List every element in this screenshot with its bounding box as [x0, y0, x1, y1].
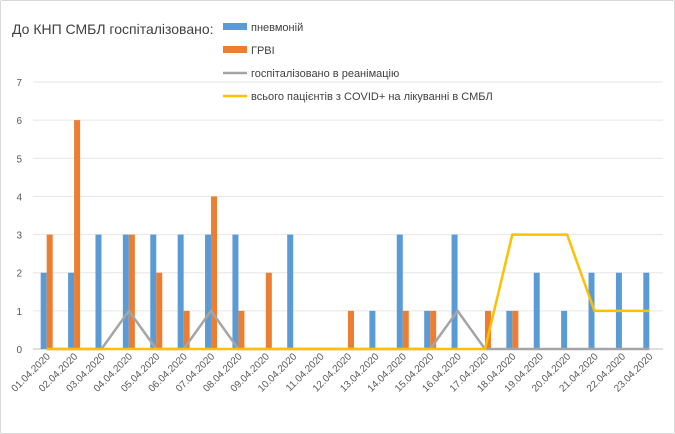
bar	[150, 234, 157, 349]
bar	[402, 310, 409, 349]
bar	[68, 272, 75, 349]
legend-label: госпіталізовано в реанімацію	[251, 68, 399, 80]
bar	[287, 234, 294, 349]
y-tick-label: 1	[16, 307, 22, 318]
bar	[533, 272, 540, 349]
y-tick-label: 2	[16, 269, 22, 280]
legend-swatch	[223, 23, 247, 30]
series-line	[46, 233, 650, 351]
bar	[238, 310, 245, 349]
bar	[232, 234, 239, 349]
bar	[430, 310, 437, 349]
bar	[122, 234, 129, 349]
y-axis-ticks: 0 1 2 3 4 5 6 7	[16, 78, 22, 356]
bar	[561, 310, 568, 349]
x-axis-ticks: 01.04.202002.04.202003.04.202004.04.2020…	[10, 351, 656, 394]
legend-label: ГРВІ	[251, 45, 275, 57]
bar	[348, 310, 354, 349]
bar	[95, 234, 102, 349]
y-tick-label: 6	[16, 116, 22, 127]
y-tick-label: 3	[16, 231, 22, 242]
bar	[265, 272, 272, 349]
bar	[46, 234, 53, 349]
bar	[156, 272, 163, 349]
legend-swatch	[223, 46, 247, 53]
bar	[369, 310, 376, 349]
bar	[177, 234, 184, 349]
chart-title: До КНП СМБЛ госпіталізовано:	[12, 21, 214, 37]
bar	[396, 234, 403, 349]
bar	[424, 310, 431, 349]
legend-label: всього пацієнтів з COVID+ на лікуванні в…	[251, 91, 493, 103]
bar	[74, 120, 81, 350]
bar	[451, 234, 458, 349]
bar	[183, 310, 190, 349]
bar	[506, 310, 513, 349]
bar	[211, 196, 218, 349]
series-lines	[46, 233, 650, 351]
bar	[512, 310, 519, 349]
legend: пневмоній ГРВІ госпіталізовано в реанімаці…	[223, 22, 493, 103]
legend-label: пневмоній	[251, 22, 303, 34]
y-tick-label: 0	[16, 345, 22, 356]
y-tick-label: 5	[16, 154, 22, 165]
bar	[40, 272, 47, 349]
y-tick-label: 4	[16, 192, 22, 203]
bar	[128, 234, 135, 349]
bar	[484, 310, 491, 349]
y-tick-label: 7	[16, 78, 22, 89]
bar	[588, 272, 595, 349]
bar	[205, 234, 212, 349]
